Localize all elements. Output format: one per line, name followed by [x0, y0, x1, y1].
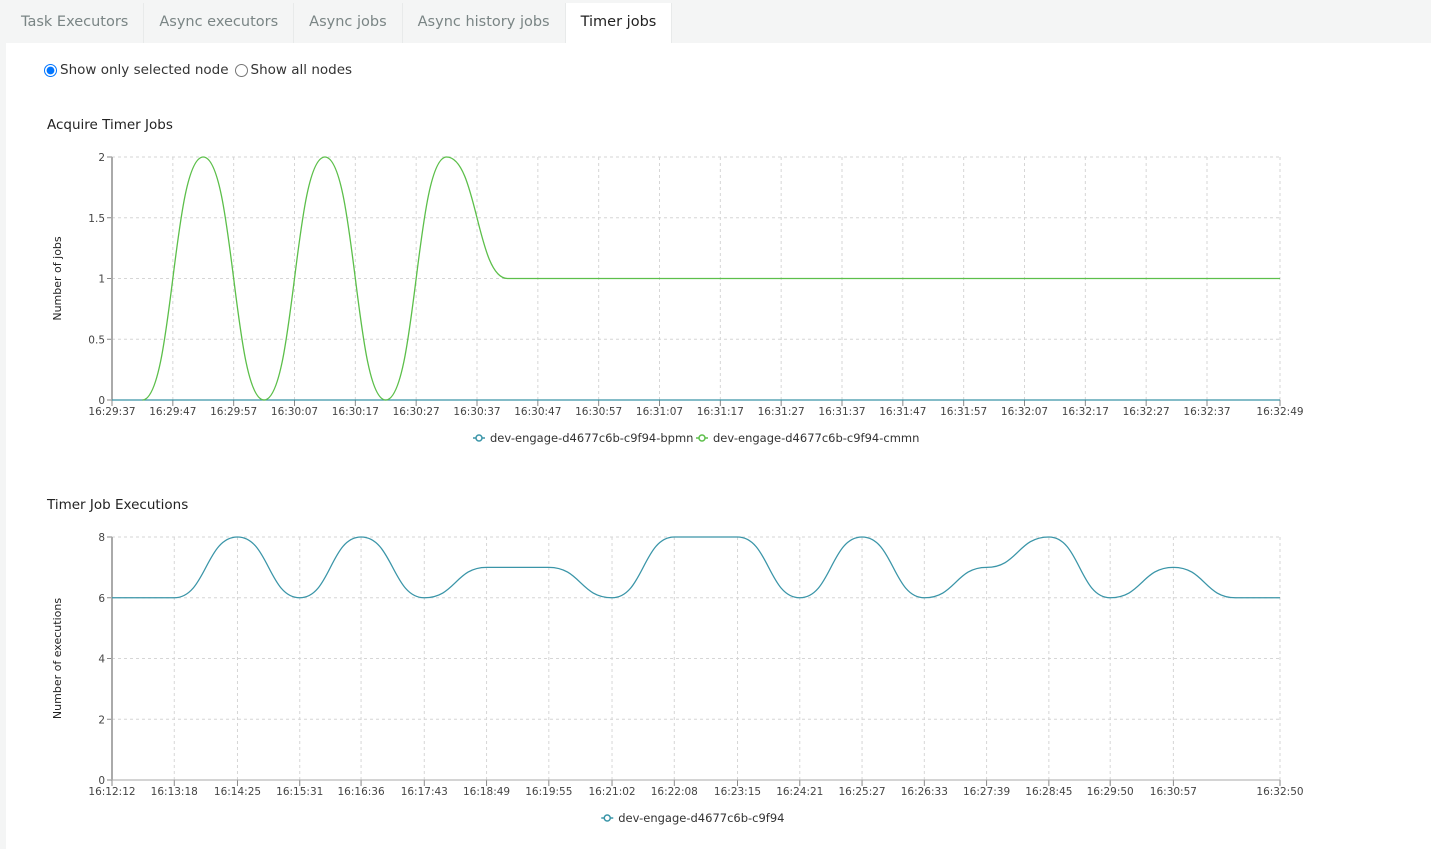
y-tick-label: 0.5 — [88, 334, 105, 346]
x-tick-label: 16:26:33 — [901, 786, 948, 798]
x-tick-label: 16:17:43 — [401, 786, 448, 798]
x-tick-label: 16:31:27 — [758, 406, 805, 418]
tab-async-jobs[interactable]: Async jobs — [294, 3, 403, 43]
x-tick-label: 16:32:49 — [1256, 406, 1303, 418]
chart-2: 0 2 4 6 8 16:12:12 16:13:18 16:14:25 16:15:31 16:… — [51, 532, 1304, 825]
x-tick-label: 16:22:08 — [651, 786, 698, 798]
radio-all-nodes[interactable]: Show all nodes — [234, 62, 353, 78]
radio-selected-node[interactable]: Show only selected node — [44, 62, 229, 78]
x-tick-label: 16:31:57 — [940, 406, 987, 418]
legend-label: dev-engage-d4677c6b-c9f94-bpmn — [490, 431, 693, 445]
legend-label: dev-engage-d4677c6b-c9f94-cmmn — [713, 431, 919, 445]
x-tick-label: 16:30:57 — [1150, 786, 1197, 798]
tab-async-history-jobs[interactable]: Async history jobs — [403, 3, 566, 43]
x-tick-label: 16:18:49 — [463, 786, 510, 798]
x-tick-label: 16:32:50 — [1256, 786, 1303, 798]
radio-input[interactable] — [44, 63, 57, 77]
y-tick-label: 0 — [98, 775, 105, 787]
node-filter: Show only selected node Show all nodes — [44, 62, 352, 78]
legend-marker-icon — [475, 434, 483, 442]
y-tick-label: 1.5 — [88, 213, 105, 225]
y-tick-label: 2 — [98, 714, 105, 726]
tab-timer-jobs[interactable]: Timer jobs — [565, 3, 673, 43]
x-tick-label: 16:16:36 — [337, 786, 384, 798]
chart-1: 0 0.5 1 1.5 2 16:29:37 16:29:47 16:29:57 16:30:0… — [51, 152, 1304, 445]
series-line — [142, 156, 1280, 401]
timer-jobs-panel: Show only selected node Show all nodes A… — [6, 43, 1431, 849]
y-tick-label: 4 — [98, 654, 105, 666]
x-tick-label: 16:32:07 — [1001, 406, 1048, 418]
radio-label: Show all nodes — [250, 62, 353, 78]
x-tick-label: 16:31:17 — [697, 406, 744, 418]
legend: dev-engage-d4677c6b-c9f94-bpmn dev-engage… — [473, 431, 919, 445]
tab-async-executors[interactable]: Async executors — [144, 3, 295, 43]
x-tick-label: 16:28:45 — [1025, 786, 1072, 798]
x-tick-label: 16:13:18 — [151, 786, 198, 798]
x-tick-label: 16:30:47 — [514, 406, 561, 418]
x-tick-label: 16:30:57 — [575, 406, 622, 418]
legend-item[interactable]: dev-engage-d4677c6b-c9f94-cmmn — [696, 431, 919, 445]
radio-label: Show only selected node — [60, 62, 229, 78]
y-tick-label: 0 — [98, 395, 105, 407]
x-tick-label: 16:21:02 — [588, 786, 635, 798]
x-tick-label: 16:29:50 — [1087, 786, 1134, 798]
x-tick-label: 16:29:47 — [149, 406, 196, 418]
x-tick-label: 16:27:39 — [963, 786, 1010, 798]
legend: dev-engage-d4677c6b-c9f94 — [601, 811, 784, 825]
x-tick-label: 16:14:25 — [214, 786, 261, 798]
x-tick-label: 16:29:57 — [210, 406, 257, 418]
x-tick-label: 16:32:27 — [1123, 406, 1170, 418]
x-tick-label: 16:23:15 — [714, 786, 761, 798]
tab-task-executors[interactable]: Task Executors — [6, 3, 145, 43]
legend-item[interactable]: dev-engage-d4677c6b-c9f94-bpmn — [473, 431, 693, 445]
x-tick-label: 16:31:07 — [636, 406, 683, 418]
x-tick-label: 16:30:37 — [453, 406, 500, 418]
x-tick-label: 16:19:55 — [525, 786, 572, 798]
y-tick-label: 1 — [98, 274, 105, 286]
x-tick-label: 16:31:37 — [818, 406, 865, 418]
x-tick-label: 16:25:27 — [838, 786, 885, 798]
radio-input[interactable] — [234, 63, 248, 77]
chart-title: Timer Job Executions — [47, 497, 189, 513]
y-tick-label: 8 — [98, 532, 105, 544]
x-tick-label: 16:24:21 — [776, 786, 823, 798]
tab-bar: Task Executors Async executors Async job… — [6, 3, 673, 43]
y-tick-label: 6 — [98, 593, 105, 605]
x-tick-label: 16:32:17 — [1062, 406, 1109, 418]
x-tick-label: 16:29:37 — [88, 406, 135, 418]
legend-label: dev-engage-d4677c6b-c9f94 — [618, 811, 784, 825]
x-tick-label: 16:32:37 — [1183, 406, 1230, 418]
x-tick-label: 16:30:27 — [393, 406, 440, 418]
y-axis-label: Number of executions — [51, 598, 64, 719]
x-tick-label: 16:31:47 — [879, 406, 926, 418]
legend-marker-icon — [698, 434, 706, 442]
x-tick-label: 16:30:07 — [271, 406, 318, 418]
x-tick-label: 16:15:31 — [276, 786, 323, 798]
x-tick-label: 16:12:12 — [88, 786, 135, 798]
legend-marker-icon — [603, 814, 611, 822]
legend-item[interactable]: dev-engage-d4677c6b-c9f94 — [601, 811, 784, 825]
y-tick-label: 2 — [98, 152, 105, 164]
y-axis-label: Number of jobs — [51, 236, 64, 321]
chart-title: Acquire Timer Jobs — [47, 117, 173, 133]
series-line — [112, 536, 1280, 599]
x-tick-label: 16:30:17 — [332, 406, 379, 418]
